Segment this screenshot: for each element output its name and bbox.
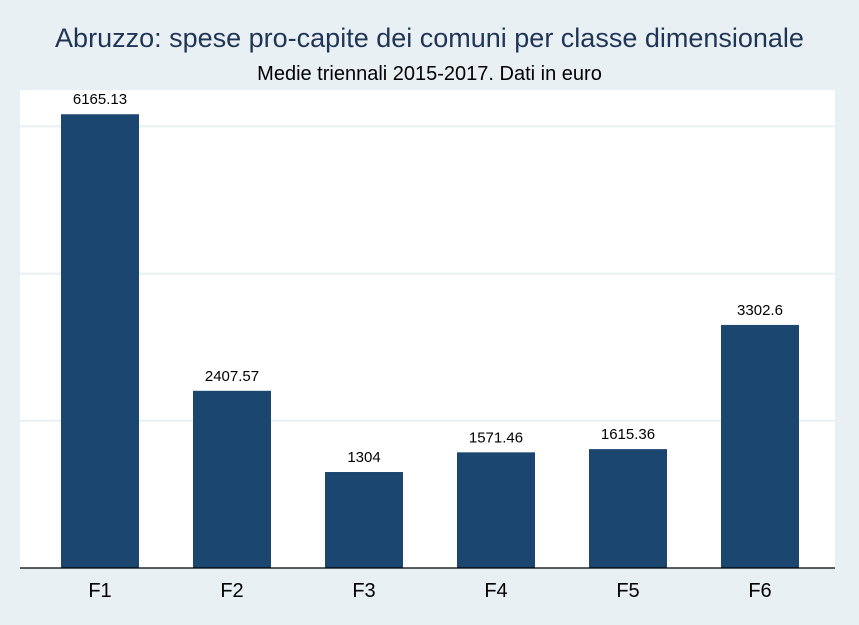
bar-f3 <box>325 472 403 568</box>
x-tick-label-f5: F5 <box>616 580 639 602</box>
x-tick-label-f2: F2 <box>220 580 243 602</box>
value-label-f5: 1615.36 <box>601 426 655 443</box>
value-label-f2: 2407.57 <box>205 368 259 385</box>
bar-f1 <box>61 114 139 568</box>
chart-subtitle: Medie triennali 2015-2017. Dati in euro <box>257 63 602 85</box>
value-label-f3: 1304 <box>347 449 380 466</box>
x-tick-label-f3: F3 <box>352 580 375 602</box>
x-tick-labels: F1 F2 F3 F4 F5 F6 <box>88 580 771 602</box>
value-labels: 6165.13 2407.57 1304 1571.46 1615.36 3302.6 <box>73 91 783 466</box>
bar-f4 <box>457 452 535 568</box>
bar-f5 <box>589 449 667 568</box>
gridlines <box>20 125 835 422</box>
chart-title: Abruzzo: spese pro-capite dei comuni per… <box>55 23 804 53</box>
plot-area <box>20 90 835 568</box>
x-tick-label-f1: F1 <box>88 580 111 602</box>
x-tick-label-f4: F4 <box>484 580 507 602</box>
value-label-f1: 6165.13 <box>73 91 127 108</box>
bar-f2 <box>193 390 271 568</box>
bars <box>61 114 799 568</box>
x-tick-label-f6: F6 <box>748 580 771 602</box>
value-label-f4: 1571.46 <box>469 429 523 446</box>
bar-f6 <box>721 324 799 568</box>
value-label-f6: 3302.6 <box>737 302 783 319</box>
